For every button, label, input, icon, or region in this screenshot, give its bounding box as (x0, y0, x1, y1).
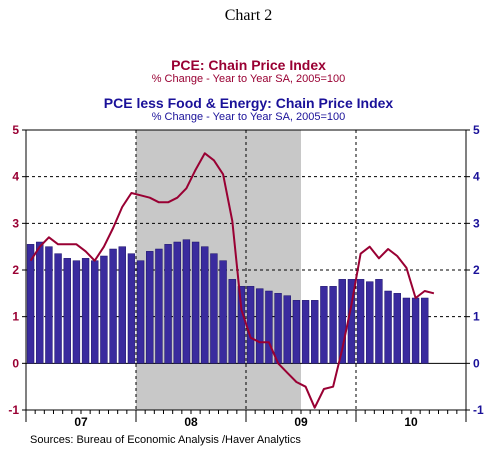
bar-core-pce (155, 248, 163, 364)
x-tick-label: 10 (404, 415, 418, 429)
bar-core-pce (54, 253, 62, 364)
bar-core-pce (311, 300, 319, 364)
y-tick-label-left: 2 (12, 263, 19, 277)
bar-core-pce (366, 281, 374, 364)
y-tick-label-right: 2 (473, 263, 480, 277)
bar-core-pce (146, 251, 154, 364)
bar-core-pce (91, 260, 99, 364)
y-tick-label-right: -1 (473, 403, 484, 417)
bar-core-pce (63, 258, 71, 364)
bar-core-pce (36, 241, 44, 364)
y-tick-label-right: 3 (473, 216, 480, 230)
y-tick-label-left: -1 (8, 403, 19, 417)
y-tick-label-right: 1 (473, 310, 480, 324)
bar-core-pce (256, 288, 264, 364)
bar-core-pce (356, 279, 365, 364)
y-tick-label-right: 4 (473, 170, 480, 184)
bar-core-pce (393, 293, 401, 364)
y-tick-label-left: 5 (12, 123, 19, 137)
bar-core-pce (72, 260, 81, 364)
bar-core-pce (182, 239, 191, 364)
y-tick-label-left: 0 (12, 356, 19, 370)
bar-core-pce (292, 300, 301, 364)
bar-core-pce (384, 290, 392, 364)
y-tick-label-left: 1 (12, 310, 19, 324)
bar-core-pce (109, 248, 117, 364)
bar-core-pce (320, 286, 328, 364)
bar-core-pce (329, 286, 337, 364)
bar-core-pce (201, 246, 209, 364)
bar-core-pce (338, 279, 346, 364)
bar-core-pce (283, 295, 291, 364)
y-tick-label-left: 3 (12, 216, 19, 230)
y-tick-label-left: 4 (12, 170, 19, 184)
bar-core-pce (118, 246, 126, 364)
bar-core-pce (402, 297, 411, 364)
bar-core-pce (246, 286, 255, 364)
bar-core-pce (265, 290, 273, 364)
bar-core-pce (191, 241, 200, 364)
bar-core-pce (411, 297, 420, 364)
source-note: Sources: Bureau of Economic Analysis /Ha… (30, 434, 301, 446)
chart-label: Chart 2 (224, 7, 273, 24)
series1-subtitle: % Change - Year to Year SA, 2005=100 (151, 73, 346, 85)
bar-core-pce (237, 286, 246, 364)
bar-core-pce (164, 244, 172, 364)
bar-core-pce (421, 297, 429, 364)
bar-core-pce (81, 258, 90, 364)
bar-core-pce (274, 293, 282, 364)
x-tick-label: 08 (184, 415, 198, 429)
y-tick-label-right: 5 (473, 123, 480, 137)
x-tick-label: 07 (74, 415, 88, 429)
bar-core-pce (219, 260, 227, 364)
line-pce (29, 152, 435, 409)
bar-core-pce (375, 279, 383, 364)
y-tick-label-right: 0 (473, 356, 480, 370)
bar-core-pce (228, 279, 236, 364)
bar-core-pce (45, 246, 53, 364)
series1-title: PCE: Chain Price Index (171, 57, 326, 73)
bar-core-pce (26, 244, 35, 364)
bar-core-pce (127, 253, 136, 364)
bar-core-pce (136, 260, 145, 364)
bar-core-pce (100, 255, 108, 364)
bar-core-pce (173, 241, 181, 364)
bar-core-pce (301, 300, 310, 364)
x-tick-label: 09 (294, 415, 308, 429)
bar-core-pce (210, 253, 218, 364)
series2-title: PCE less Food & Energy: Chain Price Inde… (103, 95, 394, 111)
series2-subtitle: % Change - Year to Year SA, 2005=100 (151, 111, 346, 123)
